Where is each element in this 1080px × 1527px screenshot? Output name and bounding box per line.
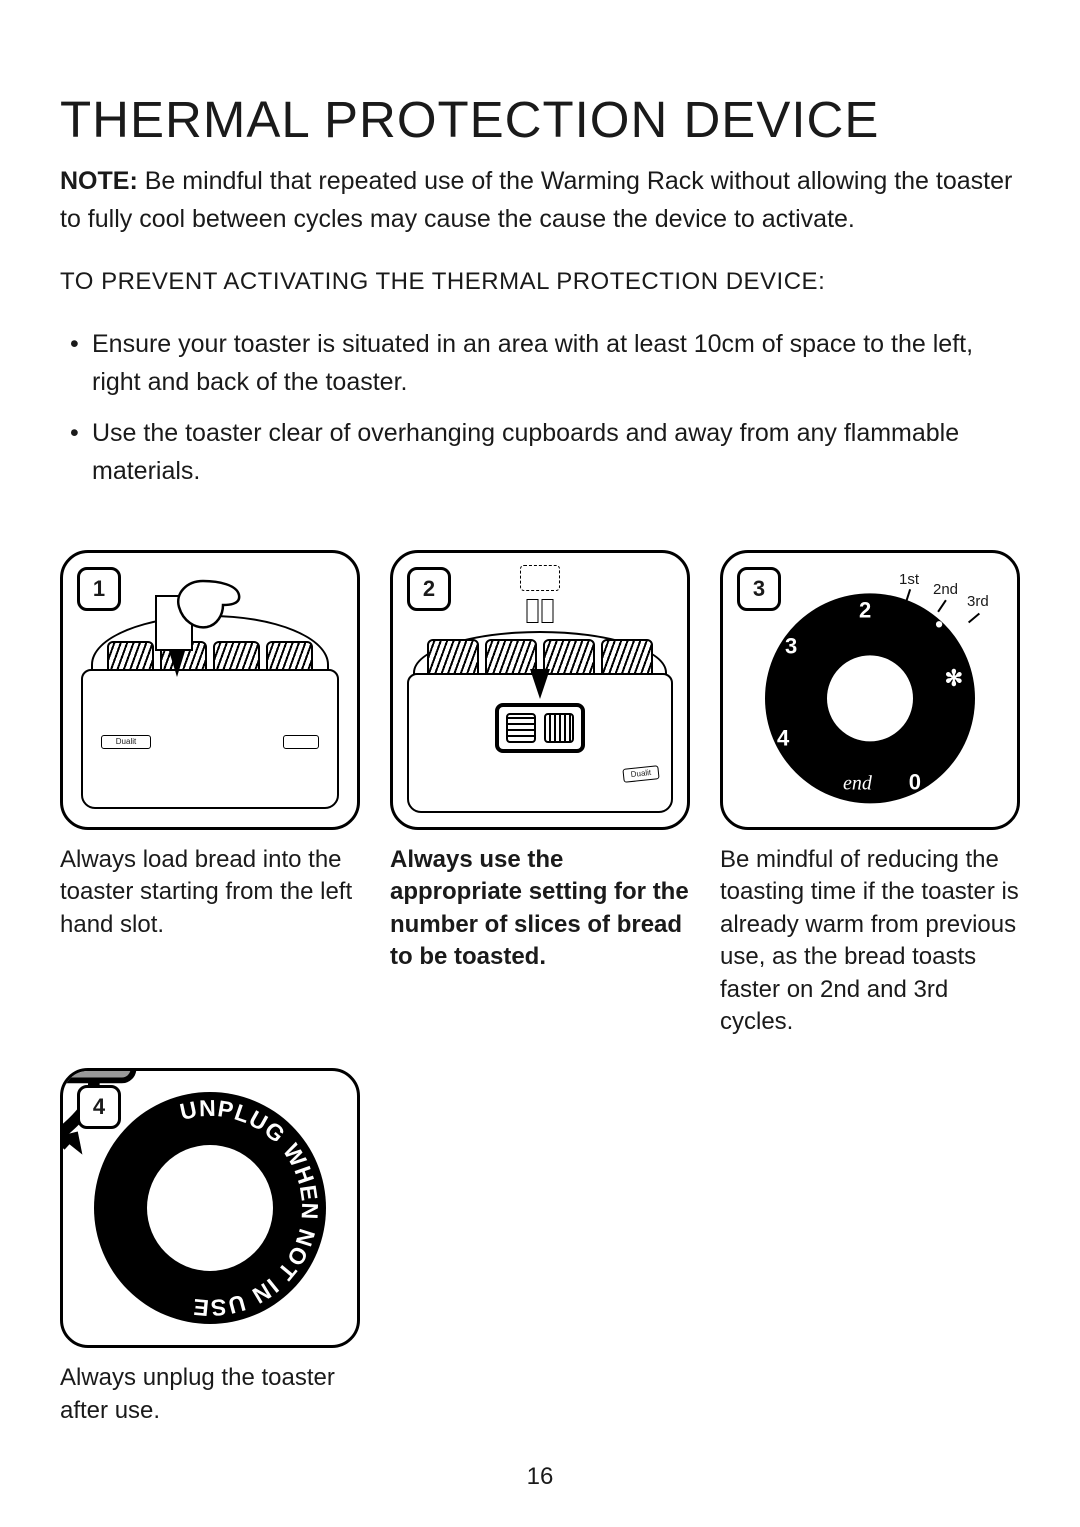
dial-end-icon: end <box>765 593 975 803</box>
prevention-list: Ensure your toaster is situated in an ar… <box>60 326 1020 490</box>
unplug-ring-icon: UNPLUG WHEN NOT IN USE Dualit <box>94 1092 326 1324</box>
step-4: 4 UNPLUG WHEN NOT IN USE <box>60 1068 360 1427</box>
timer-dial-icon: 0 ✻ • 2 3 4 end <box>765 593 975 803</box>
step-1: 1 Dualit Always load bread into the toas… <box>60 550 360 1038</box>
bread-pair-icon <box>527 599 554 623</box>
step-2: 2 Dualit Always use the appropriate sett… <box>390 550 690 1038</box>
step-badge: 1 <box>77 567 121 611</box>
dial-cycle-label: 1st <box>899 571 919 588</box>
note-label: NOTE: <box>60 167 138 195</box>
page-number: 16 <box>0 1463 1080 1491</box>
outlet-icon <box>520 565 560 591</box>
subheading: TO PREVENT ACTIVATING THE THERMAL PROTEC… <box>60 268 1020 296</box>
step-2-caption-bold: Always use the appropriate setting for t… <box>390 846 689 970</box>
step-2-caption: Always use the appropriate setting for t… <box>390 844 690 974</box>
step-3-illustration: 3 0 ✻ • 2 3 4 end 1st 2nd 3rd <box>720 550 1020 830</box>
arrow-down-icon <box>169 651 185 677</box>
svg-text:end: end <box>843 772 873 794</box>
list-item: Ensure your toaster is situated in an ar… <box>66 326 1020 401</box>
steps-grid: 1 Dualit Always load bread into the toas… <box>60 550 1020 1427</box>
step-badge: 4 <box>77 1085 121 1129</box>
brand-label: Dualit <box>622 765 659 783</box>
step-3: 3 0 ✻ • 2 3 4 end 1st 2nd 3rd <box>720 550 1020 1038</box>
page-title: THERMAL PROTECTION DEVICE <box>60 90 1020 149</box>
step-4-caption: Always unplug the toaster after use. <box>60 1362 360 1427</box>
list-item: Use the toaster clear of overhanging cup… <box>66 415 1020 490</box>
selector-switch-icon <box>495 703 585 753</box>
control-panel-icon <box>283 735 319 749</box>
note-paragraph: NOTE: Be mindful that repeated use of th… <box>60 163 1020 238</box>
hand-icon <box>173 571 243 635</box>
step-1-illustration: 1 Dualit <box>60 550 360 830</box>
step-1-caption: Always load bread into the toaster start… <box>60 844 360 941</box>
step-badge: 2 <box>407 567 451 611</box>
step-3-caption: Be mindful of reducing the toasting time… <box>720 844 1020 1038</box>
brand-label: Dualit <box>101 735 151 749</box>
step-badge: 3 <box>737 567 781 611</box>
note-text: Be mindful that repeated use of the Warm… <box>60 167 1012 233</box>
dial-cycle-label: 2nd <box>933 581 958 598</box>
step-2-illustration: 2 Dualit <box>390 550 690 830</box>
step-4-illustration: 4 UNPLUG WHEN NOT IN USE <box>60 1068 360 1348</box>
arrow-down-icon <box>530 669 550 699</box>
manual-page: THERMAL PROTECTION DEVICE NOTE: Be mindf… <box>0 0 1080 1467</box>
toaster-body-icon: Dualit <box>81 669 339 809</box>
dial-cycle-label: 3rd <box>967 593 989 610</box>
